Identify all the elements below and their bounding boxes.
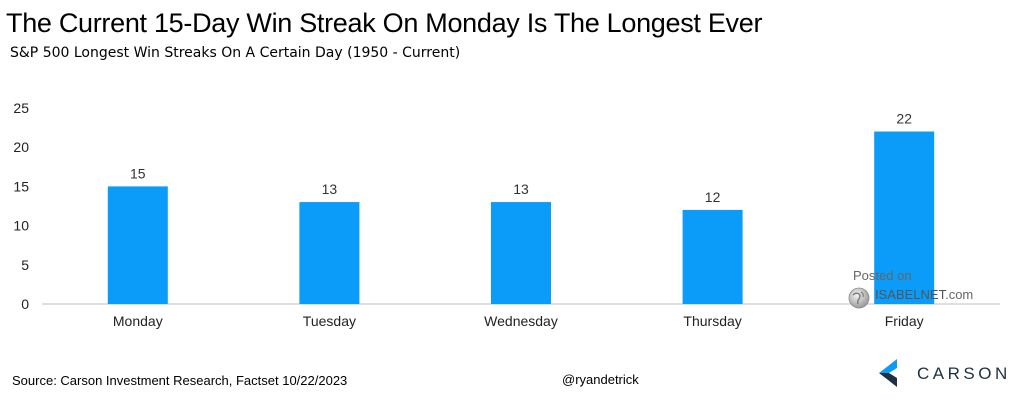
- brand-name: CARSON: [917, 364, 1011, 383]
- y-tick-label: 5: [21, 257, 29, 273]
- watermark: Posted on ISABELNET.com: [847, 268, 987, 312]
- watermark-posted-on: Posted on: [853, 268, 912, 283]
- bar-tuesday: [299, 202, 360, 304]
- y-tick-label: 25: [13, 100, 29, 116]
- bar-wednesday: [491, 202, 551, 304]
- author-handle: @ryandetrick: [562, 372, 639, 387]
- data-label-wednesday: 13: [513, 181, 529, 197]
- bar-monday: [107, 186, 168, 304]
- data-label-thursday: 12: [705, 189, 721, 205]
- data-label-tuesday: 13: [322, 181, 338, 197]
- y-tick-label: 0: [21, 296, 29, 312]
- bars: [107, 131, 935, 304]
- watermark-site: ISABELNET.com: [875, 287, 974, 302]
- x-tick-label-tuesday: Tuesday: [303, 313, 356, 329]
- x-tick-label-friday: Friday: [885, 313, 924, 329]
- bar-friday: [874, 131, 935, 304]
- y-axis-ticks: 0 5 10 15 20 25: [13, 100, 29, 312]
- data-label-friday: 22: [896, 111, 912, 127]
- x-tick-label-thursday: Thursday: [683, 313, 741, 329]
- data-labels: 15 13 13 12 22: [130, 111, 912, 205]
- bar-thursday: [682, 209, 743, 304]
- source-note: Source: Carson Investment Research, Fact…: [12, 373, 348, 388]
- chart-subtitle: S&P 500 Longest Win Streaks On A Certain…: [10, 45, 461, 61]
- x-tick-label-wednesday: Wednesday: [484, 313, 558, 329]
- x-axis-ticks: Monday Tuesday Wednesday Thursday Friday: [113, 313, 924, 329]
- carson-brand: CARSON: [877, 358, 1007, 388]
- carson-logo-icon: [877, 359, 907, 392]
- y-tick-label: 15: [13, 178, 29, 194]
- y-tick-label: 10: [13, 218, 29, 234]
- x-tick-label-monday: Monday: [113, 313, 163, 329]
- globe-icon: [847, 286, 871, 313]
- chart-title: The Current 15-Day Win Streak On Monday …: [6, 8, 763, 38]
- data-label-monday: 15: [130, 165, 146, 181]
- y-tick-label: 20: [13, 139, 29, 155]
